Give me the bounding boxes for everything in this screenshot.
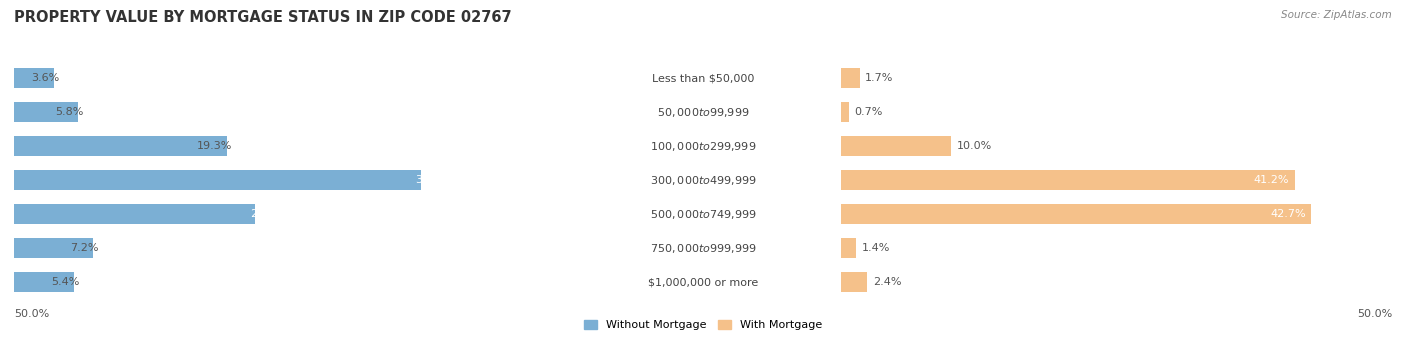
Text: $750,000 to $999,999: $750,000 to $999,999	[650, 242, 756, 255]
Bar	[0, 61, 841, 95]
Bar	[0, 231, 565, 265]
Bar	[565, 265, 1406, 299]
Bar	[0, 163, 565, 197]
Text: 3.6%: 3.6%	[31, 73, 59, 83]
Bar	[0, 231, 841, 265]
Text: 2.4%: 2.4%	[873, 277, 901, 287]
Text: $1,000,000 or more: $1,000,000 or more	[648, 277, 758, 287]
Text: PROPERTY VALUE BY MORTGAGE STATUS IN ZIP CODE 02767: PROPERTY VALUE BY MORTGAGE STATUS IN ZIP…	[14, 10, 512, 25]
Text: 41.2%: 41.2%	[1254, 175, 1289, 185]
Bar	[0, 61, 565, 95]
Legend: Without Mortgage, With Mortgage: Without Mortgage, With Mortgage	[579, 315, 827, 335]
Bar	[841, 136, 950, 156]
Bar	[841, 204, 1312, 224]
Bar	[841, 238, 856, 258]
Bar	[0, 163, 841, 197]
Text: Less than $50,000: Less than $50,000	[652, 73, 754, 83]
Bar	[841, 68, 859, 88]
Text: $500,000 to $749,999: $500,000 to $749,999	[650, 208, 756, 221]
Bar	[0, 129, 565, 163]
Bar	[565, 163, 1406, 197]
Bar	[14, 238, 93, 258]
Bar	[0, 95, 565, 129]
Text: 0.7%: 0.7%	[853, 107, 883, 117]
Bar	[565, 129, 1406, 163]
Text: 50.0%: 50.0%	[1357, 309, 1392, 319]
Bar	[0, 265, 565, 299]
Bar	[565, 231, 1406, 265]
Text: 5.4%: 5.4%	[51, 277, 79, 287]
Text: Source: ZipAtlas.com: Source: ZipAtlas.com	[1281, 10, 1392, 20]
Text: 1.7%: 1.7%	[865, 73, 893, 83]
Text: 21.9%: 21.9%	[250, 209, 285, 219]
Text: $100,000 to $299,999: $100,000 to $299,999	[650, 140, 756, 153]
Bar	[841, 170, 1295, 190]
Bar	[14, 102, 77, 122]
Text: 7.2%: 7.2%	[70, 243, 98, 253]
Bar	[14, 136, 226, 156]
Bar	[565, 95, 1406, 129]
Text: 19.3%: 19.3%	[197, 141, 232, 151]
Bar	[14, 204, 256, 224]
Bar	[0, 197, 565, 231]
Bar	[565, 197, 1406, 231]
Bar	[0, 95, 841, 129]
Text: $300,000 to $499,999: $300,000 to $499,999	[650, 174, 756, 187]
Text: 36.9%: 36.9%	[415, 175, 451, 185]
Text: 1.4%: 1.4%	[862, 243, 890, 253]
Text: 5.8%: 5.8%	[55, 107, 83, 117]
Bar	[565, 61, 1406, 95]
Bar	[14, 272, 73, 292]
Bar	[0, 265, 841, 299]
Text: $50,000 to $99,999: $50,000 to $99,999	[657, 106, 749, 119]
Bar	[0, 197, 841, 231]
Bar	[841, 102, 848, 122]
Bar	[0, 129, 841, 163]
Bar	[14, 170, 420, 190]
Text: 50.0%: 50.0%	[14, 309, 49, 319]
Text: 10.0%: 10.0%	[956, 141, 991, 151]
Bar	[841, 272, 868, 292]
Bar	[14, 68, 53, 88]
Text: 42.7%: 42.7%	[1271, 209, 1306, 219]
